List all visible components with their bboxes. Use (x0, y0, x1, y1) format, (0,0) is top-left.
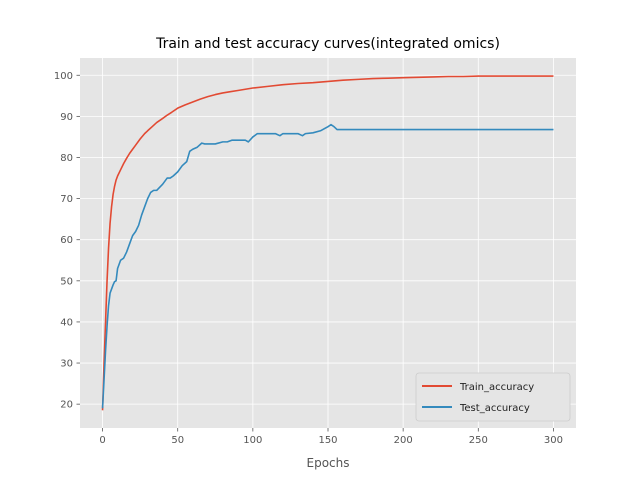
x-tick-label: 0 (99, 435, 105, 446)
series-lines (101, 75, 554, 411)
x-tick-label: 300 (544, 435, 563, 446)
legend-train-label: Train_accuracy (459, 382, 534, 393)
x-axis-label: Epochs (307, 456, 350, 470)
x-tick-label: 100 (243, 435, 262, 446)
train-accuracy-line (101, 75, 554, 411)
legend-box (415, 372, 571, 422)
y-tick-label: 70 (60, 194, 73, 205)
x-tick-label: 150 (318, 435, 337, 446)
y-tick-label: 80 (60, 153, 73, 164)
x-tick-label: 250 (469, 435, 488, 446)
chart-title: Train and test accuracy curves(integrate… (155, 36, 500, 52)
y-tick-label: 50 (60, 276, 73, 287)
x-tick-label: 200 (394, 435, 413, 446)
y-tick-label: 40 (60, 317, 73, 328)
y-tick-label: 30 (60, 359, 73, 370)
x-tick-label: 50 (171, 435, 184, 446)
y-tick-label: 90 (60, 112, 73, 123)
y-tick-label: 100 (54, 71, 73, 82)
legend-test-label: Test_accuracy (459, 403, 530, 414)
y-tick-label: 20 (60, 400, 73, 411)
legend: Train_accuracy Test_accuracy (415, 372, 571, 422)
y-tick-label: 60 (60, 235, 73, 246)
test-accuracy-line (101, 123, 554, 409)
axis-ticks: 0 50 100 150 200 250 300 20 30 40 50 60 70 80 90 100 (54, 71, 563, 446)
